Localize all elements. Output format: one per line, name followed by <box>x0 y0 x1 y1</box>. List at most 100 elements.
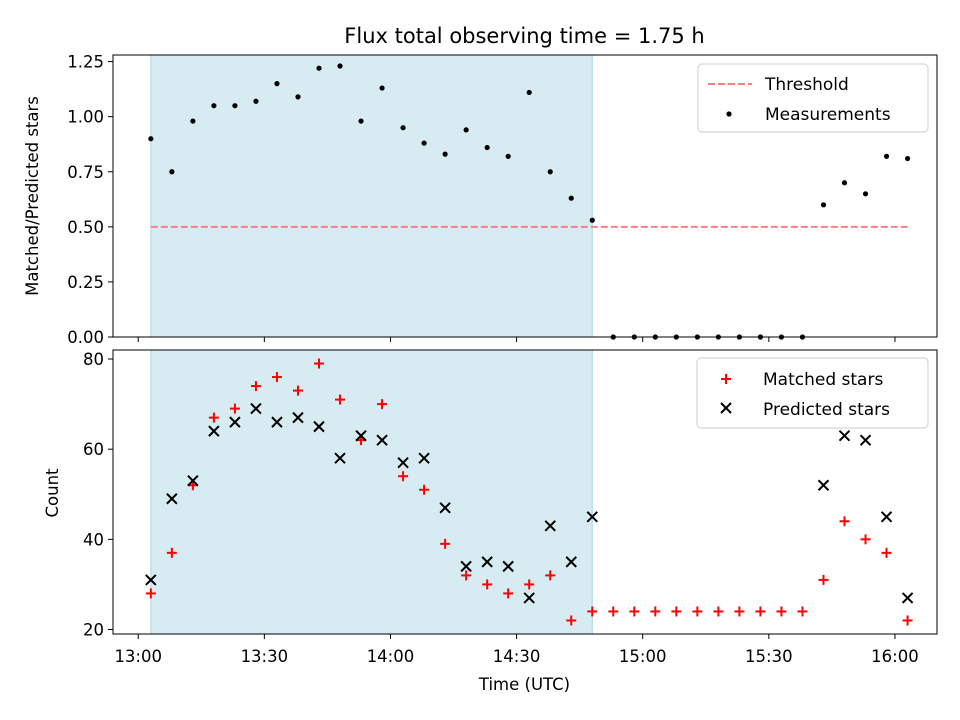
predicted-point <box>166 493 178 505</box>
measurement-point <box>169 169 175 175</box>
measurement-point <box>211 103 217 109</box>
predicted-point <box>334 452 346 464</box>
predicted-point <box>208 425 220 437</box>
matched-point <box>314 358 324 369</box>
matched-point <box>734 606 745 617</box>
predicted-point <box>439 502 451 514</box>
matched-point <box>166 547 177 558</box>
predicted-point <box>817 479 830 491</box>
predicted-point <box>859 434 872 446</box>
measurement-point <box>274 81 280 87</box>
y-tick-label: 0.50 <box>67 218 104 237</box>
measurement-point <box>232 103 238 109</box>
y-tick-label: 60 <box>83 440 104 459</box>
measurement-point <box>253 98 259 104</box>
measurement-point <box>484 144 490 151</box>
matched-point <box>398 471 409 482</box>
predicted-point <box>313 420 325 433</box>
y-tick-label: 0.75 <box>67 163 104 182</box>
chart-title: Flux total observing time = 1.75 h <box>344 24 704 48</box>
measurement-point <box>295 94 301 100</box>
measurement-point <box>379 85 385 91</box>
predicted-point <box>565 556 577 568</box>
predicted-point <box>481 556 493 568</box>
measurement-point <box>568 195 574 201</box>
measurement-point <box>190 118 196 124</box>
matched-point <box>755 606 766 617</box>
matched-point <box>797 606 808 617</box>
predicted-point <box>418 452 430 464</box>
matched-point <box>250 381 261 392</box>
predicted-point <box>187 475 199 487</box>
predicted-point <box>229 416 241 428</box>
matched-point <box>566 615 577 626</box>
bottom-ylabel: Count <box>43 468 62 518</box>
x-tick-label: 15:30 <box>745 647 793 666</box>
x-tick-label: 15:00 <box>619 647 667 666</box>
legend-measurements-label: Measurements <box>765 105 891 125</box>
measurement-point <box>505 153 511 159</box>
measurement-point <box>883 153 890 159</box>
measurement-point <box>442 151 448 157</box>
matched-point <box>524 579 535 590</box>
matched-point <box>692 606 703 617</box>
matched-point <box>860 534 871 545</box>
measurement-point <box>589 217 595 223</box>
predicted-point <box>145 574 157 586</box>
bottom-legend: Matched stars Predicted stars <box>696 357 929 429</box>
predicted-point <box>544 520 556 532</box>
y-tick-label: 20 <box>83 620 104 639</box>
measurement-point <box>820 202 827 208</box>
bottom-xlabel: Time (UTC) <box>478 675 570 694</box>
legend-matched-marker <box>721 374 731 384</box>
matched-point <box>545 570 556 581</box>
matched-point <box>818 574 829 585</box>
predicted-point <box>502 560 514 573</box>
predicted-point <box>901 592 914 604</box>
matched-point <box>671 606 682 617</box>
matched-point <box>208 412 219 423</box>
measurement-point <box>148 136 154 142</box>
matched-point <box>145 588 156 599</box>
legend-predicted-label: Predicted stars <box>763 400 890 420</box>
predicted-point <box>880 511 893 523</box>
matched-point <box>608 606 619 617</box>
y-tick-label: 0.25 <box>67 273 104 292</box>
predicted-point <box>376 434 388 446</box>
x-tick-label: 14:00 <box>367 647 415 666</box>
measurement-point <box>337 63 343 69</box>
x-tick-label: 14:30 <box>493 647 541 666</box>
legend-threshold-label: Threshold <box>764 75 849 95</box>
predicted-point <box>460 560 472 573</box>
matched-point <box>335 394 346 405</box>
predicted-point <box>271 416 283 428</box>
matched-point <box>503 588 514 599</box>
bottom-panel: 20 40 60 80 13:00 13:30 14:00 14:30 15:00 15:30 16… <box>83 349 938 666</box>
matched-point <box>461 570 472 581</box>
matched-point <box>377 399 388 410</box>
x-tick-label: 13:30 <box>241 647 289 666</box>
shaded-span <box>150 54 593 338</box>
measurement-point <box>316 65 322 71</box>
y-tick-label: 1.00 <box>67 108 104 127</box>
matched-point <box>881 547 892 558</box>
measurement-point <box>400 125 406 131</box>
matched-point <box>629 606 640 617</box>
matched-point <box>271 372 282 383</box>
x-tick-label: 16:00 <box>871 647 919 666</box>
measurement-point <box>526 89 532 96</box>
y-tick-label: 1.25 <box>67 53 104 72</box>
measurement-point <box>547 169 553 175</box>
matched-point <box>587 606 598 617</box>
matched-point <box>419 484 430 495</box>
y-tick-label: 0.00 <box>67 328 104 347</box>
matched-point <box>229 403 240 414</box>
measurement-point <box>862 191 869 197</box>
axes-frame <box>112 349 938 635</box>
matched-point <box>713 606 724 617</box>
matched-point <box>482 579 493 590</box>
matched-point <box>292 385 303 396</box>
predicted-point <box>397 456 409 469</box>
top-legend: Threshold Measurements <box>697 63 929 133</box>
